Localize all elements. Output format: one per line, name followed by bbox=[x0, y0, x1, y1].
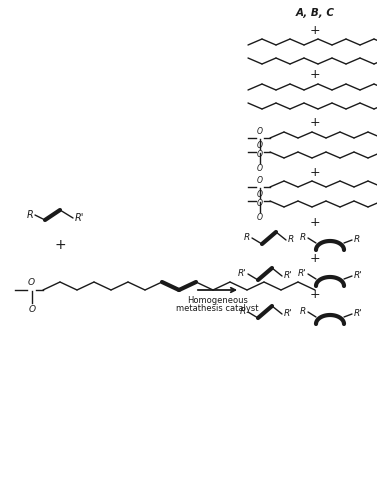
Text: +: + bbox=[310, 24, 320, 36]
Text: R: R bbox=[26, 210, 33, 220]
Text: metathesis catalyst: metathesis catalyst bbox=[176, 304, 259, 313]
Text: R: R bbox=[288, 236, 294, 244]
Text: R: R bbox=[240, 308, 246, 316]
Text: R': R' bbox=[284, 310, 293, 318]
Text: +: + bbox=[310, 216, 320, 228]
Text: R: R bbox=[300, 308, 306, 316]
Text: O: O bbox=[257, 127, 263, 136]
Text: R': R' bbox=[354, 310, 363, 318]
Text: R': R' bbox=[75, 213, 84, 223]
Text: R': R' bbox=[237, 270, 246, 278]
Text: +: + bbox=[310, 116, 320, 130]
Text: +: + bbox=[310, 166, 320, 178]
Text: +: + bbox=[310, 288, 320, 302]
Text: O: O bbox=[257, 141, 263, 150]
Text: O: O bbox=[257, 176, 263, 185]
Text: O: O bbox=[257, 190, 263, 199]
Text: A, B, C: A, B, C bbox=[296, 8, 334, 18]
Text: R': R' bbox=[284, 272, 293, 280]
Text: O: O bbox=[257, 150, 263, 159]
Text: O: O bbox=[28, 305, 35, 314]
Text: R': R' bbox=[297, 270, 306, 278]
Text: O: O bbox=[257, 213, 263, 222]
Text: +: + bbox=[54, 238, 66, 252]
Text: R: R bbox=[244, 234, 250, 242]
Text: +: + bbox=[310, 68, 320, 82]
Text: Homogeneous: Homogeneous bbox=[187, 296, 248, 305]
Text: O: O bbox=[257, 199, 263, 208]
Text: O: O bbox=[257, 164, 263, 173]
Text: R: R bbox=[354, 236, 360, 244]
Text: R': R' bbox=[354, 272, 363, 280]
Text: +: + bbox=[310, 252, 320, 264]
Text: R: R bbox=[300, 234, 306, 242]
Text: O: O bbox=[28, 278, 35, 287]
